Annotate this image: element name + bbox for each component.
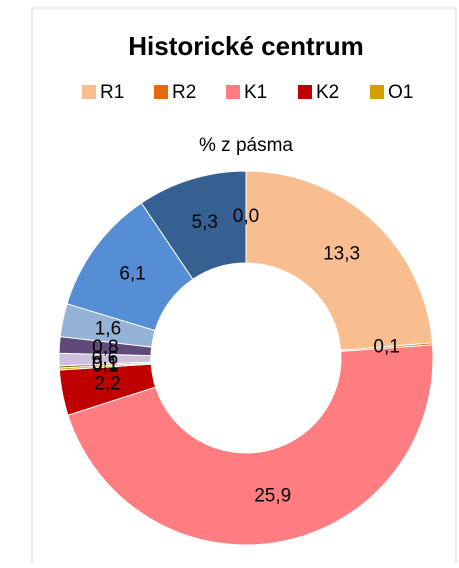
data-label: 6,1 [119,263,145,284]
legend-label: K1 [244,82,267,103]
legend-label: R2 [172,82,196,103]
data-label: 0,1 [92,355,118,376]
data-label: 2,2 [94,373,120,394]
data-label: 25,9 [254,485,291,506]
legend-label: R1 [100,82,124,103]
legend-swatch [370,85,384,99]
chart-subtitle: % z pásma [199,135,293,156]
data-label: 0,1 [92,354,118,375]
data-label: 1,6 [95,318,121,339]
data-label: 0,0 [233,206,259,227]
data-label: 5,3 [192,212,218,233]
donut-segment [67,344,434,546]
legend-swatch [298,85,312,99]
legend-swatch [154,85,168,99]
legend-swatch [226,85,240,99]
data-label: 0,8 [92,337,118,358]
data-label: 13,3 [323,243,360,264]
legend-label: K2 [316,82,339,103]
legend-swatch [82,85,96,99]
legend-label: O1 [388,82,413,103]
data-label: 0,6 [92,348,118,369]
donut-segment [245,170,433,351]
chart-title: Historické centrum [128,31,364,61]
data-label: 0,1 [373,336,399,357]
